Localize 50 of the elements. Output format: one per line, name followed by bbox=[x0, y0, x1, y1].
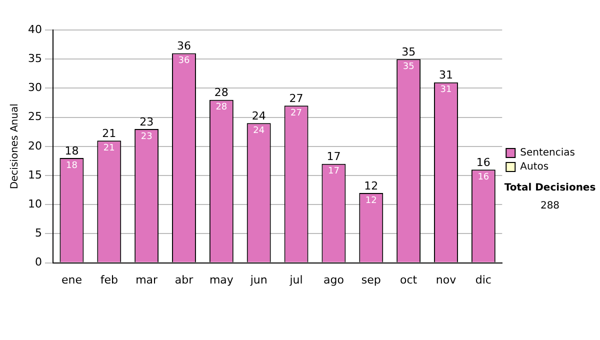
total-label: 36 bbox=[176, 40, 191, 53]
data-label: 27 bbox=[290, 108, 302, 119]
text: Total Decisiones bbox=[504, 182, 596, 194]
data-label: 35 bbox=[402, 62, 414, 72]
x-tick-label: jun bbox=[249, 273, 268, 286]
x-tick-label: nov bbox=[436, 273, 457, 286]
data-label: 28 bbox=[216, 102, 228, 113]
x-tick-label: dic bbox=[475, 273, 492, 286]
data-label: 18 bbox=[66, 160, 78, 171]
total-label: 21 bbox=[102, 126, 116, 140]
y-tick-label: 25 bbox=[28, 110, 42, 124]
total-label: 35 bbox=[402, 45, 416, 58]
y-axis-title: Decisiones Anual bbox=[10, 104, 21, 190]
x-tick-label: abr bbox=[174, 273, 194, 286]
total-label: 23 bbox=[140, 115, 154, 128]
total-label: 27 bbox=[289, 92, 304, 106]
x-tick-label: mar bbox=[136, 273, 158, 286]
total-label: 17 bbox=[326, 150, 341, 164]
total-label: 24 bbox=[252, 109, 266, 122]
legend-label: Sentencias bbox=[520, 148, 576, 159]
text: 288 bbox=[540, 200, 560, 212]
y-tick-label: 5 bbox=[34, 226, 42, 240]
legend-label: Autos bbox=[520, 162, 549, 173]
data-label: 12 bbox=[365, 196, 377, 206]
data-label: 17 bbox=[328, 166, 340, 177]
total-label: 12 bbox=[364, 179, 378, 192]
y-tick-label: 15 bbox=[28, 168, 42, 182]
total-label: 31 bbox=[438, 68, 453, 82]
x-tick-label: may bbox=[209, 273, 234, 286]
total-label: 16 bbox=[476, 156, 490, 170]
y-tick-label: 35 bbox=[28, 52, 42, 65]
x-tick-label: jul bbox=[288, 273, 303, 286]
y-tick-label: 30 bbox=[28, 81, 42, 94]
data-label: 31 bbox=[440, 85, 452, 96]
x-tick-label: feb bbox=[100, 273, 118, 286]
y-tick-label: 20 bbox=[28, 139, 42, 152]
data-label: 36 bbox=[178, 56, 190, 66]
data-label: 21 bbox=[103, 143, 115, 154]
y-tick-label: 10 bbox=[28, 197, 42, 210]
x-tick-label: ene bbox=[61, 273, 82, 286]
data-label: 16 bbox=[478, 172, 490, 183]
y-tick-label: 0 bbox=[34, 256, 42, 269]
x-tick-label: ago bbox=[323, 273, 344, 286]
y-tick-label: 40 bbox=[28, 22, 42, 36]
total-label: 28 bbox=[214, 86, 228, 100]
total-label: 18 bbox=[64, 144, 79, 158]
data-label: 24 bbox=[253, 126, 265, 136]
data-label: 23 bbox=[140, 132, 152, 142]
x-tick-label: sep bbox=[361, 273, 381, 286]
x-tick-label: oct bbox=[400, 273, 418, 286]
